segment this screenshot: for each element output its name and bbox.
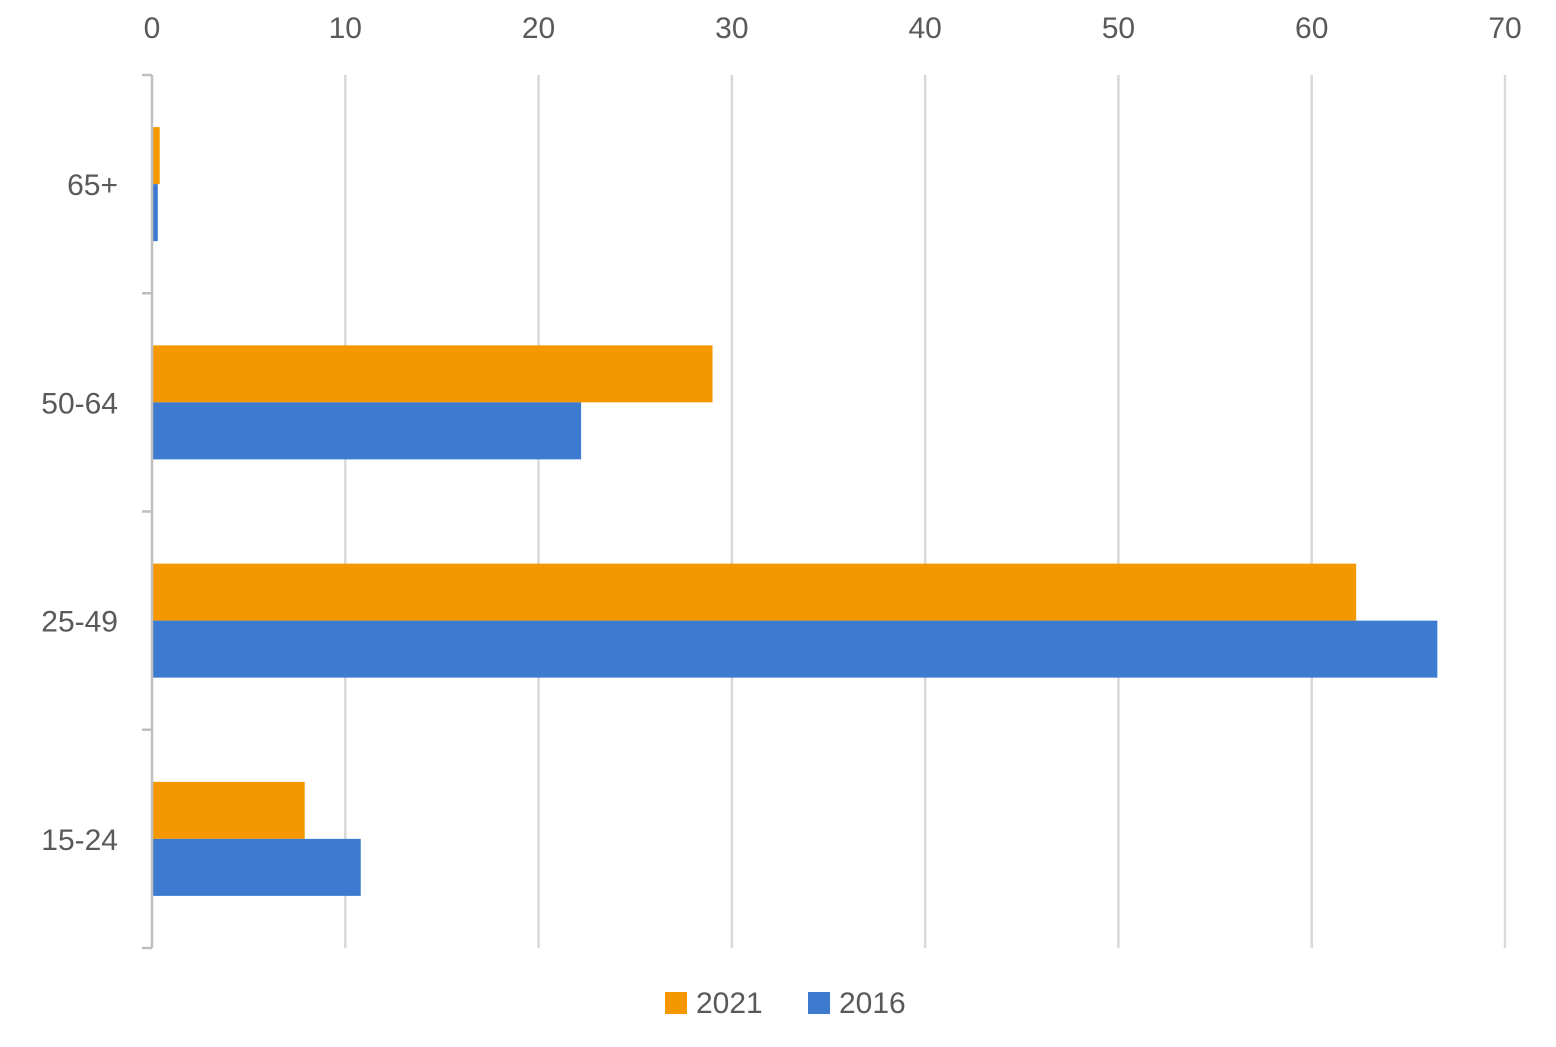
x-tick-label: 10 <box>329 12 362 45</box>
legend-label-2021: 2021 <box>696 987 763 1020</box>
bar-2021-15-24 <box>152 781 305 839</box>
gridlines <box>344 75 1507 948</box>
category-label: 65+ <box>67 169 118 202</box>
legend-swatch-2016 <box>808 992 830 1014</box>
bar-2016-25-49 <box>152 620 1438 678</box>
category-label: 50-64 <box>41 387 118 420</box>
category-label: 15-24 <box>41 824 118 857</box>
x-tick-label: 40 <box>908 12 941 45</box>
axes <box>142 73 154 950</box>
bars <box>152 127 1438 896</box>
legend-swatch-2021 <box>665 992 687 1014</box>
bar-2016-65+ <box>152 184 158 242</box>
bar-2016-50-64 <box>152 402 582 460</box>
x-tick-label: 30 <box>715 12 748 45</box>
axis-labels: 0 10 20 30 40 50 60 70 15-24 25-49 50-64 65+ <box>41 12 1521 857</box>
legend-label-2016: 2016 <box>839 987 906 1020</box>
bar-2021-25-49 <box>152 563 1357 621</box>
bar-2021-65+ <box>152 127 160 185</box>
category-label: 25-49 <box>41 606 118 639</box>
x-tick-label: 60 <box>1295 12 1328 45</box>
bar-2021-50-64 <box>152 345 713 403</box>
legend: 2021 2016 <box>665 987 906 1020</box>
x-tick-label: 0 <box>144 12 161 45</box>
bar-2016-15-24 <box>152 838 361 896</box>
x-tick-label: 50 <box>1102 12 1135 45</box>
x-tick-label: 70 <box>1488 12 1521 45</box>
x-tick-label: 20 <box>522 12 555 45</box>
